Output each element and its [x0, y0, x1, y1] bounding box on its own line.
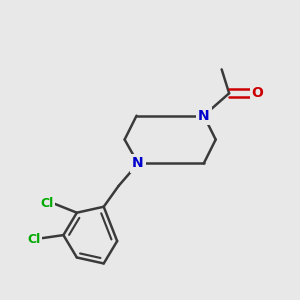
Text: O: O: [252, 86, 263, 100]
Text: Cl: Cl: [40, 197, 54, 210]
Text: N: N: [132, 156, 144, 170]
Text: Cl: Cl: [27, 233, 40, 246]
Text: N: N: [198, 109, 210, 123]
